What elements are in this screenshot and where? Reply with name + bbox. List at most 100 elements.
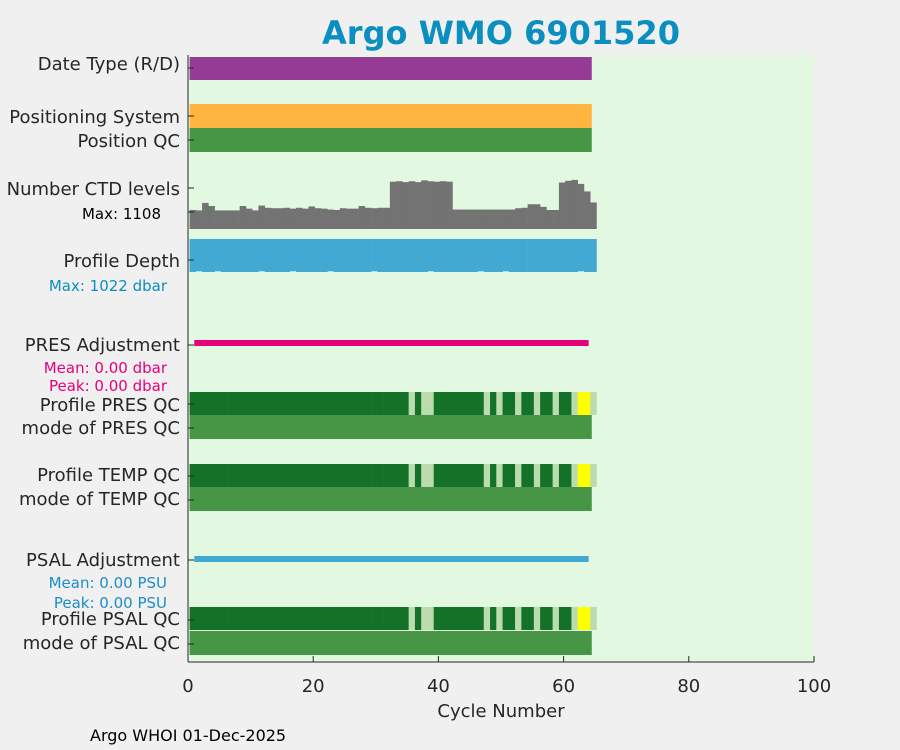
profile-temp-qc-cell (202, 464, 209, 487)
profile-depth-bar (270, 239, 278, 272)
x-tick-label: 40 (427, 676, 450, 697)
ctd-level-bar (220, 210, 228, 229)
profile-psal-qc-cell (558, 607, 566, 630)
profile-pres-qc-cell (277, 392, 284, 415)
profile-temp-qc-cell (252, 464, 259, 487)
profile-temp-qc-cell (590, 464, 597, 487)
profile-pres-qc-cell (521, 392, 528, 415)
profile-temp-qc-cell (239, 464, 247, 487)
profile-temp-qc-cell (496, 464, 503, 487)
profile-depth-bar (521, 239, 528, 272)
profile-pres-qc-cell (533, 392, 541, 415)
profile-depth-bar (308, 239, 316, 272)
profile-depth-bar (590, 239, 597, 272)
profile-temp-qc-cell (414, 464, 422, 487)
profile-temp-qc-cell (458, 464, 466, 487)
psal-adjustment-line (194, 556, 589, 562)
profile-psal-qc-cell (214, 607, 222, 630)
profile-temp-qc-cell (214, 464, 222, 487)
pres-adjustment-line (194, 340, 589, 346)
profile-temp-qc-cell (565, 464, 572, 487)
profile-psal-qc-cell (233, 607, 240, 630)
mode-pres-qc-bar (189, 415, 592, 439)
profile-pres-qc-cell (383, 392, 391, 415)
profile-depth-bar (302, 239, 309, 272)
profile-pres-qc-cell (565, 392, 572, 415)
ctd-level-bar (283, 207, 291, 229)
x-tick-label: 60 (552, 676, 575, 697)
profile-pres-qc-cell (527, 392, 535, 415)
profile-temp-qc-cell (364, 464, 372, 487)
profile-pres-qc-cell (308, 392, 316, 415)
profile-temp-qc-cell (558, 464, 566, 487)
profile-temp-qc-cell (546, 464, 553, 487)
profile-pres-qc-cell (571, 392, 578, 415)
profile-psal-qc-cell (327, 607, 334, 630)
profile-pres-qc-cell (446, 392, 453, 415)
profile-depth-bar (202, 239, 209, 272)
profile-depth-bar (540, 239, 547, 272)
profile-depth-bar (421, 239, 428, 272)
profile-pres-qc-cell (433, 392, 441, 415)
ctd-level-bar (308, 206, 316, 229)
profile-depth-bar (414, 239, 422, 272)
profile-pres-qc-cell (346, 392, 353, 415)
profile-depth-bar (189, 239, 197, 272)
profile-temp-qc-cell (258, 464, 265, 487)
profile-temp-qc-cell (339, 464, 347, 487)
ctd-level-bar (258, 205, 265, 229)
profile-psal-qc-cell (477, 607, 485, 630)
ctd-level-bar (433, 181, 441, 229)
positioning-bar (189, 104, 592, 128)
profile-depth-bar (283, 239, 291, 272)
profile-temp-qc-cell (302, 464, 309, 487)
profile-psal-qc-cell (208, 607, 215, 630)
profile-psal-qc-cell (277, 607, 284, 630)
profile-pres-qc-cell (402, 392, 409, 415)
profile-psal-qc-cell (270, 607, 278, 630)
profile-pres-qc-cell (414, 392, 422, 415)
profile-psal-qc-cell (302, 607, 309, 630)
ctd-level-bar (389, 181, 397, 229)
ctd-level-bar (289, 208, 297, 229)
ctd-level-bar (496, 209, 503, 229)
x-tick-label: 80 (677, 676, 700, 697)
profile-temp-qc-cell (195, 464, 203, 487)
profile-pres-qc-cell (270, 392, 278, 415)
profile-depth-bar (496, 239, 503, 272)
profile-psal-qc-cell (458, 607, 466, 630)
profile-pres-qc-cell (421, 392, 428, 415)
profile-depth-bar (195, 239, 203, 272)
ctd-level-bar (471, 209, 478, 229)
profile-psal-qc-cell (227, 607, 234, 630)
ctd-level-bar (195, 210, 203, 229)
profile-depth-bar (258, 239, 265, 272)
profile-psal-qc-cell (283, 607, 291, 630)
profile-temp-qc-cell (377, 464, 384, 487)
profile-psal-qc-cell (202, 607, 209, 630)
profile-pres-qc-cell (452, 392, 460, 415)
row-label-profile-psal-qc: Profile PSAL QC (41, 609, 180, 630)
profile-depth-bar (364, 239, 372, 272)
x-tick-label: 100 (797, 676, 831, 697)
y-ticks (188, 67, 194, 645)
x-ticks: 0 20 40 60 80 100 (182, 656, 831, 697)
profile-psal-qc-cell (533, 607, 541, 630)
ctd-level-bar (408, 181, 416, 229)
profile-depth-bar (295, 239, 303, 272)
profile-depth-bar (402, 239, 409, 272)
profile-depth-bar (214, 239, 222, 272)
profile-temp-qc-cell (452, 464, 460, 487)
profile-temp-qc-cell (333, 464, 341, 487)
profile-psal-qc-cell (333, 607, 341, 630)
profile-pres-qc-cell (546, 392, 553, 415)
profile-depth-bar (220, 239, 228, 272)
profile-pres-qc-cell (396, 392, 403, 415)
profile-temp-qc-cell (439, 464, 447, 487)
profile-pres-qc-cell (590, 392, 597, 415)
profile-psal-qc-cell (383, 607, 391, 630)
profile-pres-qc-cell (295, 392, 303, 415)
ctd-level-bar (245, 208, 253, 229)
profile-pres-qc-cell (558, 392, 566, 415)
profile-pres-qc-cell (477, 392, 485, 415)
